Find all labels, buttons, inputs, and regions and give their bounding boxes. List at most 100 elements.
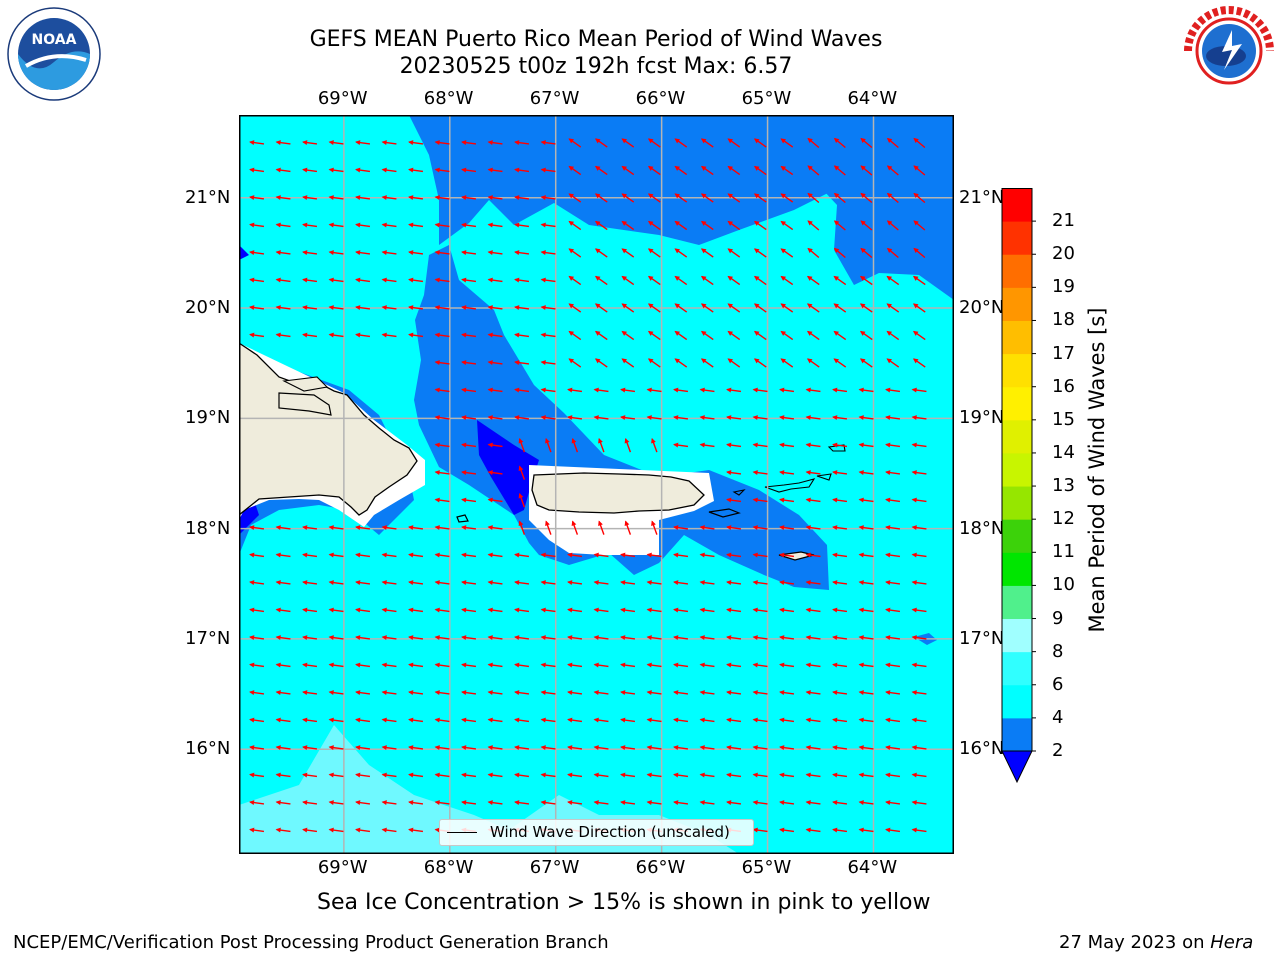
wind-wave-arrow	[461, 222, 477, 228]
wind-wave-arrow	[408, 690, 424, 696]
colorbar-tick-label: 16	[1052, 375, 1075, 397]
wind-wave-arrow	[381, 690, 397, 696]
island-tortuga	[282, 376, 329, 392]
wind-wave-arrow	[621, 165, 635, 176]
wind-wave-arrow	[858, 745, 874, 751]
wind-wave-arrow	[249, 827, 265, 833]
wind-wave-arrow	[302, 140, 318, 146]
wind-wave-arrow	[911, 470, 927, 476]
wind-wave-arrow	[727, 138, 741, 148]
wind-wave-arrow	[302, 772, 318, 778]
wind-wave-arrow	[434, 387, 450, 393]
lon-label: 67°W	[529, 88, 580, 109]
wind-wave-arrow	[805, 497, 821, 503]
wind-wave-arrow	[355, 580, 371, 586]
wind-wave-arrow	[726, 772, 742, 778]
wind-wave-arrow	[860, 192, 873, 204]
wind-wave-arrow	[885, 387, 901, 393]
island-culebra	[732, 489, 746, 496]
wind-wave-arrow	[727, 303, 741, 313]
wind-wave-arrow	[858, 525, 874, 531]
wind-wave-arrow	[646, 745, 662, 751]
wind-wave-arrow	[545, 437, 552, 453]
wind-wave-arrow	[249, 167, 265, 173]
wind-wave-arrow	[593, 415, 609, 421]
wind-wave-arrow	[461, 140, 477, 146]
wind-wave-arrow	[461, 332, 477, 338]
wind-wave-arrow	[408, 305, 424, 311]
wind-wave-arrow	[568, 358, 582, 368]
lat-label: 18°N	[959, 517, 1005, 539]
wind-wave-arrow	[832, 497, 848, 503]
wind-wave-arrow	[328, 827, 344, 833]
wind-wave-arrow	[275, 580, 291, 586]
wind-wave-arrow	[514, 717, 530, 723]
wind-wave-arrow	[752, 800, 768, 806]
wind-wave-arrow	[621, 220, 635, 231]
wind-wave-arrow	[832, 690, 848, 696]
wind-wave-arrow	[567, 717, 583, 723]
wind-wave-arrow	[805, 607, 821, 613]
wind-wave-arrow	[567, 662, 583, 668]
wind-wave-arrow	[355, 800, 371, 806]
wind-wave-arrow	[540, 222, 556, 228]
wind-wave-arrow	[487, 167, 503, 173]
wind-wave-arrow	[752, 415, 768, 421]
wind-wave-arrow	[674, 193, 688, 203]
wind-wave-arrow	[780, 220, 794, 231]
wind-wave-arrow	[355, 635, 371, 641]
lat-label: 19°N	[185, 407, 231, 429]
wind-wave-arrow	[434, 277, 450, 283]
wind-wave-arrow	[302, 167, 318, 173]
wind-wave-arrow	[753, 303, 767, 313]
wind-wave-arrow	[885, 415, 901, 421]
wind-wave-arrow	[885, 635, 901, 641]
island-anegada-area	[816, 473, 832, 481]
wind-wave-arrow	[860, 220, 873, 231]
wind-wave-arrow	[514, 250, 530, 256]
wind-wave-arrow	[598, 437, 605, 453]
wind-wave-arrow	[753, 330, 767, 341]
wind-wave-arrow	[408, 745, 424, 751]
wind-wave-arrow	[779, 552, 795, 558]
wind-wave-arrow	[328, 332, 344, 338]
wind-wave-arrow	[620, 800, 636, 806]
wind-wave-arrow	[833, 247, 846, 259]
wind-wave-arrow	[752, 580, 768, 586]
wind-wave-arrow	[328, 717, 344, 723]
wind-wave-arrow	[833, 358, 847, 368]
wind-wave-arrow	[540, 415, 556, 421]
wind-wave-arrow	[328, 607, 344, 613]
wind-wave-arrow	[911, 717, 927, 723]
wind-wave-arrow	[753, 165, 767, 176]
wind-wave-arrow	[621, 303, 635, 313]
wind-wave-arrow	[540, 635, 556, 641]
wind-wave-arrow	[647, 138, 661, 148]
wind-wave-arrow	[726, 470, 742, 476]
wind-wave-arrow	[461, 635, 477, 641]
wind-wave-arrow	[620, 717, 636, 723]
wind-wave-arrow	[858, 607, 874, 613]
wind-wave-arrow	[514, 415, 530, 421]
wind-wave-arrow	[727, 358, 741, 368]
wind-wave-arrow	[832, 470, 848, 476]
wind-wave-arrow	[434, 442, 450, 448]
wind-wave-arrow	[408, 800, 424, 806]
wind-wave-arrow	[514, 662, 530, 668]
colorbar-segment	[1002, 386, 1032, 421]
colorbar-tick-label: 8	[1052, 640, 1064, 662]
wind-wave-arrow	[540, 580, 556, 586]
wind-wave-arrow	[885, 827, 901, 833]
wind-wave-arrow	[885, 580, 901, 586]
wind-wave-arrows	[249, 137, 927, 833]
wind-wave-arrow	[540, 552, 556, 558]
wind-wave-arrow	[805, 800, 821, 806]
wind-wave-arrow	[912, 358, 926, 368]
wind-wave-arrow	[620, 745, 636, 751]
wind-wave-arrow	[408, 635, 424, 641]
wind-wave-arrow	[487, 415, 503, 421]
wind-wave-arrow	[779, 415, 795, 421]
wind-wave-arrow	[780, 138, 794, 148]
wind-wave-arrow	[275, 332, 291, 338]
wind-wave-arrow	[673, 635, 689, 641]
